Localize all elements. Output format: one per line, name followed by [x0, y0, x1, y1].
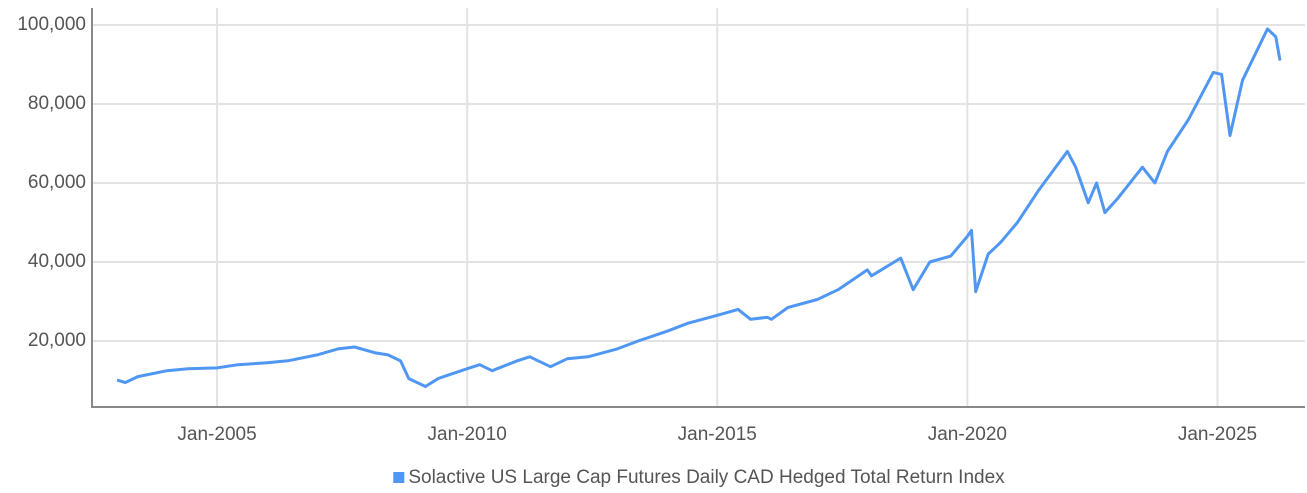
y-tick-label: 60,000 [28, 172, 86, 193]
x-tick-label: Jan-2025 [1178, 424, 1257, 445]
data-line [116, 27, 1282, 388]
legend-swatch [393, 472, 405, 483]
x-tick-label: Jan-2020 [928, 424, 1007, 445]
x-tick-label: Jan-2015 [678, 424, 757, 445]
legend-label: Solactive US Large Cap Futures Daily CAD… [408, 467, 1005, 488]
y-tick-label: 80,000 [28, 93, 86, 114]
y-tick-label: 40,000 [28, 251, 86, 272]
x-tick-label: Jan-2005 [177, 424, 256, 445]
y-tick-label: 20,000 [28, 330, 86, 351]
y-tick-label: 100,000 [17, 14, 86, 35]
x-tick-label: Jan-2010 [428, 424, 507, 445]
